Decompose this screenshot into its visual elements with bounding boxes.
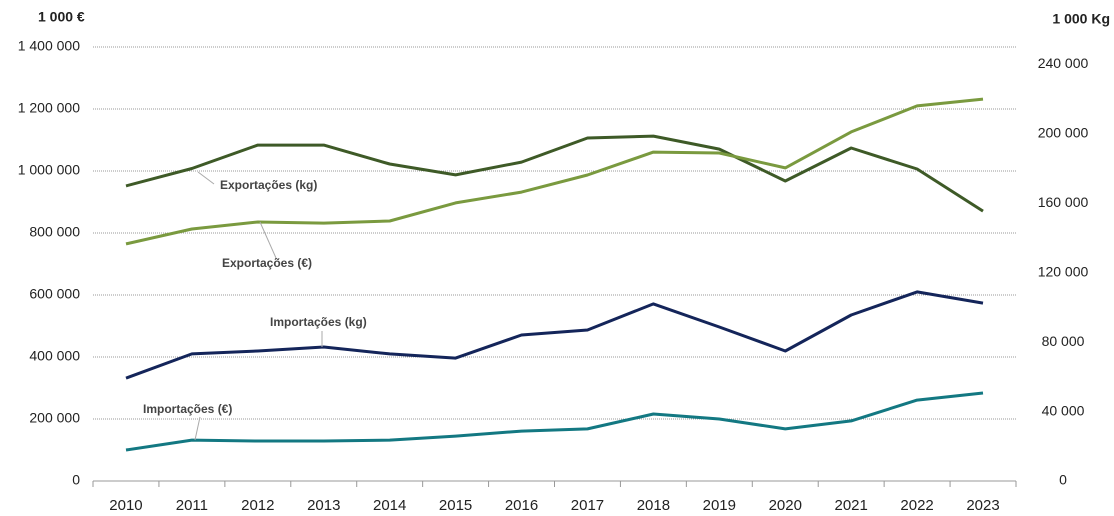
x-tick-label: 2015 [439, 497, 472, 514]
x-tick-label: 2020 [769, 497, 802, 514]
y2-tick-label: 80 000 [1042, 333, 1085, 349]
x-tick-label: 2018 [637, 497, 670, 514]
series-line [125, 134, 984, 213]
x-tick-label: 2011 [176, 497, 208, 514]
x-tick-label: 2013 [307, 497, 340, 514]
leader-line [259, 221, 277, 259]
x-tick-label: 2021 [834, 497, 867, 514]
series-line [125, 97, 984, 246]
y2-tick-label: 120 000 [1038, 263, 1089, 279]
y2-tick-label: 0 [1059, 472, 1067, 488]
x-tick-label: 2019 [703, 497, 736, 514]
y-tick-label: 800 000 [29, 224, 80, 240]
series-line [125, 290, 984, 380]
y2-axis-unit: 1 000 Kg [1052, 11, 1110, 27]
x-tick-label: 2023 [966, 497, 999, 514]
x-tick-label: 2014 [373, 497, 406, 514]
leader-line [197, 171, 215, 185]
y-tick-label: 0 [72, 472, 80, 488]
y-tick-label: 400 000 [29, 348, 80, 364]
series-label: Importações (kg) [270, 315, 367, 329]
series-line [125, 391, 984, 452]
y-axis-unit: 1 000 € [38, 9, 85, 25]
y2-tick-label: 200 000 [1038, 125, 1089, 141]
series-label: Exportações (kg) [220, 178, 317, 192]
series-label: Importações (€) [143, 402, 232, 416]
y2-tick-label: 240 000 [1038, 55, 1089, 71]
x-tick-label: 2017 [571, 497, 604, 514]
y2-tick-label: 40 000 [1042, 402, 1085, 418]
y-tick-label: 1 000 000 [18, 162, 80, 178]
y2-tick-label: 160 000 [1038, 194, 1089, 210]
y-tick-label: 1 400 000 [18, 38, 80, 54]
x-tick-label: 2016 [505, 497, 538, 514]
y-tick-label: 600 000 [29, 286, 80, 302]
x-tick-label: 2010 [109, 497, 142, 514]
x-tick-label: 2012 [241, 497, 274, 514]
y-tick-label: 1 200 000 [18, 100, 80, 116]
leader-line [194, 416, 201, 441]
y-tick-label: 200 000 [29, 410, 80, 426]
x-tick-label: 2022 [900, 497, 933, 514]
series-label: Exportações (€) [222, 256, 312, 270]
